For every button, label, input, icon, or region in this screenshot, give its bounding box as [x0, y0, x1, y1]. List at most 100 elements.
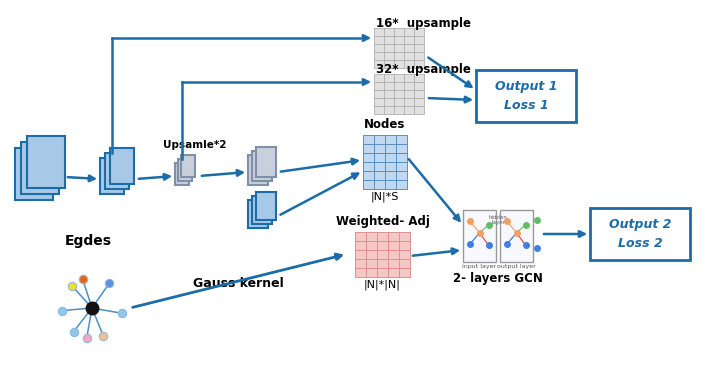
Bar — [384, 74, 394, 82]
Bar — [414, 28, 424, 36]
Bar — [110, 148, 134, 184]
Bar — [374, 60, 384, 68]
Bar — [404, 60, 414, 68]
Bar — [374, 90, 384, 98]
Bar — [414, 36, 424, 44]
Bar — [385, 162, 396, 171]
Bar — [414, 82, 424, 90]
Bar — [363, 180, 374, 189]
Bar — [248, 200, 268, 228]
Bar — [175, 163, 189, 185]
Bar — [384, 44, 394, 52]
Bar — [366, 250, 377, 259]
Bar — [363, 162, 374, 171]
Bar — [374, 98, 384, 106]
Bar — [385, 180, 396, 189]
Bar — [384, 28, 394, 36]
Bar — [374, 144, 385, 153]
Bar — [388, 259, 399, 268]
Bar — [399, 259, 410, 268]
Bar — [463, 210, 496, 262]
Bar — [355, 232, 366, 241]
Bar — [374, 180, 385, 189]
Bar — [355, 259, 366, 268]
Bar — [377, 259, 388, 268]
Text: |N|*S: |N|*S — [371, 191, 399, 201]
Bar — [252, 196, 272, 224]
Bar — [374, 52, 384, 60]
Bar — [377, 250, 388, 259]
Bar — [385, 135, 396, 144]
Bar — [366, 268, 377, 277]
Bar — [394, 44, 404, 52]
Bar — [396, 180, 407, 189]
Bar — [100, 158, 124, 194]
Bar — [355, 268, 366, 277]
Bar — [396, 153, 407, 162]
Bar — [394, 98, 404, 106]
Bar — [388, 250, 399, 259]
Bar — [500, 210, 533, 262]
Bar — [178, 159, 192, 181]
Bar — [388, 232, 399, 241]
Bar — [384, 36, 394, 44]
Bar — [404, 90, 414, 98]
Bar — [374, 44, 384, 52]
Bar — [374, 153, 385, 162]
Text: Egdes: Egdes — [65, 234, 112, 248]
Bar — [384, 98, 394, 106]
Bar — [15, 148, 53, 200]
Text: output layer: output layer — [497, 264, 536, 269]
Bar — [27, 136, 65, 188]
Bar — [384, 106, 394, 114]
Text: hidden
layer: hidden layer — [489, 215, 508, 225]
Bar — [355, 241, 366, 250]
Bar — [366, 232, 377, 241]
Text: input layer: input layer — [462, 264, 497, 269]
Bar — [414, 44, 424, 52]
Bar — [377, 268, 388, 277]
Bar — [399, 241, 410, 250]
Bar — [399, 232, 410, 241]
Text: |N|*|N|: |N|*|N| — [364, 279, 401, 290]
Bar — [256, 147, 276, 177]
Bar — [404, 28, 414, 36]
Bar — [590, 208, 690, 260]
Bar — [414, 60, 424, 68]
Bar — [21, 142, 59, 194]
Bar — [396, 144, 407, 153]
Bar — [388, 241, 399, 250]
Text: Nodes: Nodes — [364, 118, 405, 131]
Text: Output 2
Loss 2: Output 2 Loss 2 — [608, 218, 671, 250]
Bar — [252, 151, 272, 181]
Bar — [105, 153, 129, 189]
Bar — [363, 153, 374, 162]
Text: 32*  upsample: 32* upsample — [376, 63, 471, 76]
Text: Gauss kernel: Gauss kernel — [193, 277, 284, 290]
Bar — [396, 171, 407, 180]
Bar — [181, 155, 195, 177]
Bar — [476, 70, 576, 122]
Bar — [404, 52, 414, 60]
Bar — [394, 106, 404, 114]
Text: Weighted- Adj: Weighted- Adj — [336, 215, 429, 228]
Bar — [388, 268, 399, 277]
Bar — [396, 135, 407, 144]
Bar — [384, 90, 394, 98]
Bar — [394, 74, 404, 82]
Bar — [404, 36, 414, 44]
Bar — [374, 82, 384, 90]
Bar — [374, 36, 384, 44]
Bar — [248, 155, 268, 185]
Bar — [385, 153, 396, 162]
Bar — [396, 162, 407, 171]
Bar — [394, 82, 404, 90]
Bar — [366, 259, 377, 268]
Bar — [384, 82, 394, 90]
Bar — [363, 135, 374, 144]
Bar — [414, 90, 424, 98]
Bar — [394, 60, 404, 68]
Text: 2- layers GCN: 2- layers GCN — [453, 272, 543, 285]
Bar — [404, 82, 414, 90]
Bar — [377, 241, 388, 250]
